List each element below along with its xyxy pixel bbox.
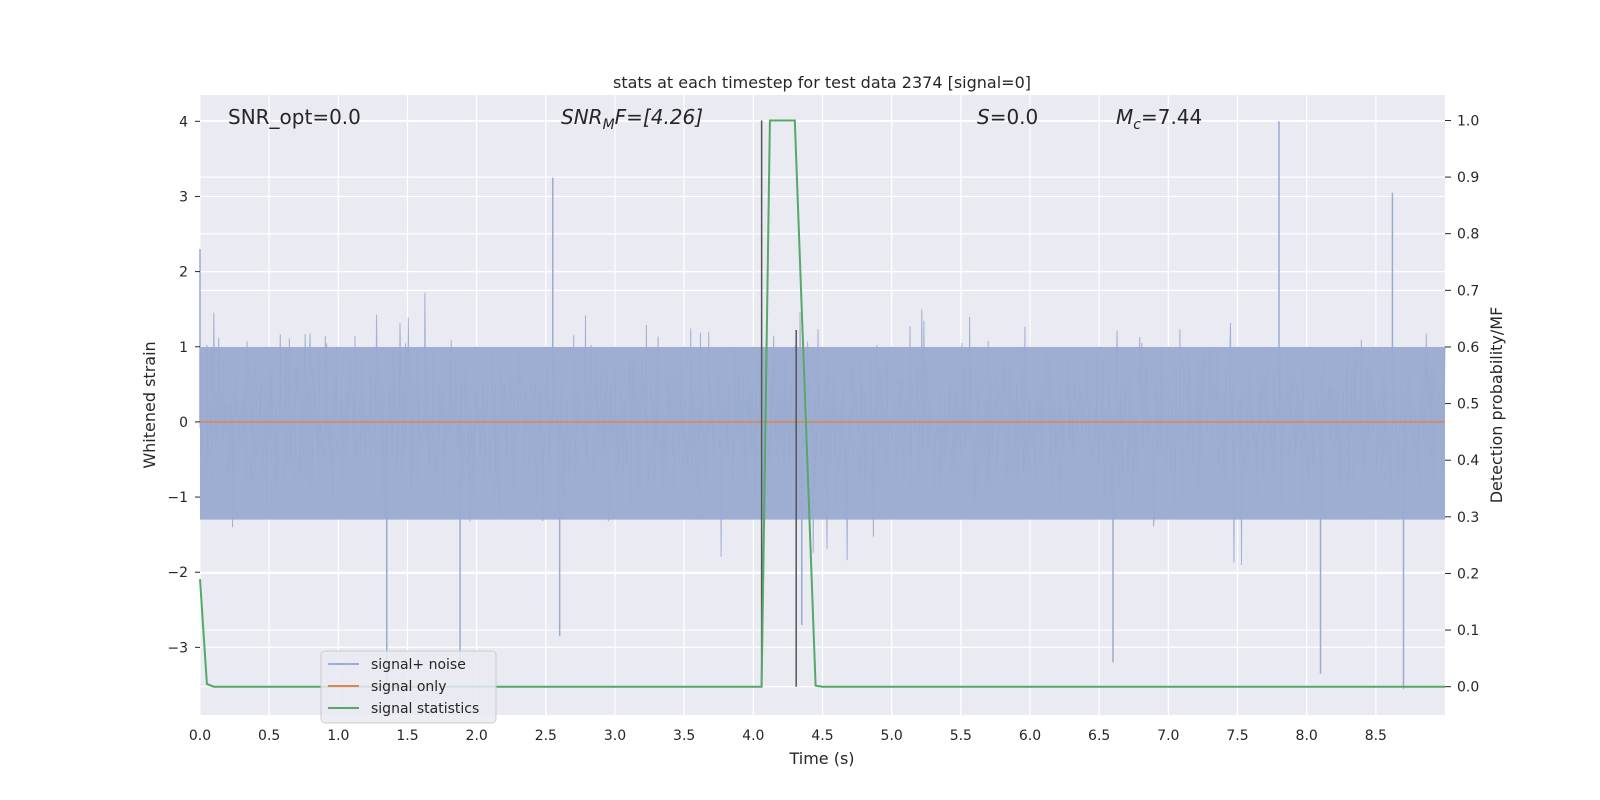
x-tick-label: 2.5 bbox=[535, 728, 557, 744]
y2-tick-label: 0.8 bbox=[1457, 227, 1479, 243]
x-axis-label: Time (s) bbox=[788, 749, 854, 768]
x-tick-label: 1.0 bbox=[327, 728, 349, 744]
legend-label-stat: signal statistics bbox=[371, 701, 479, 717]
x-tick-label: 5.0 bbox=[881, 728, 903, 744]
annotation-mc: Mc=7.44 bbox=[1116, 105, 1202, 133]
annotation-snr-mf-main: SNR bbox=[561, 105, 603, 129]
y-tick-label: −2 bbox=[167, 565, 188, 581]
x-tick-label: 0.5 bbox=[258, 728, 280, 744]
y-tick-label: 0 bbox=[179, 415, 188, 431]
annotation-s-rest: =0.0 bbox=[990, 105, 1039, 129]
y-tick-label: 2 bbox=[179, 265, 188, 281]
y-tick-label: 1 bbox=[179, 340, 188, 356]
series-signal-noise bbox=[199, 121, 1446, 689]
x-tick-label: 6.5 bbox=[1088, 728, 1110, 744]
y2-tick-label: 1.0 bbox=[1457, 113, 1479, 129]
y-tick-label: −3 bbox=[167, 640, 188, 656]
y2-tick-label: 0.2 bbox=[1457, 566, 1479, 582]
x-tick-label: 3.5 bbox=[673, 728, 695, 744]
y2-tick-label: 0.5 bbox=[1457, 397, 1479, 413]
annotation-snr-opt: SNR_opt=0.0 bbox=[228, 105, 361, 129]
x-tick-label: 3.0 bbox=[604, 728, 626, 744]
y-axis-label: Whitened strain bbox=[140, 341, 159, 468]
signal-statistics-line bbox=[199, 119, 1445, 688]
noise-band bbox=[200, 346, 1445, 520]
annotation-snr-mf-sub: M bbox=[603, 117, 615, 133]
annotation-snr-mf: SNRMF=[4.26] bbox=[561, 105, 703, 133]
y-tick-label: −1 bbox=[167, 490, 188, 506]
legend-label-noise: signal+ noise bbox=[371, 657, 466, 673]
x-tick-label: 5.5 bbox=[950, 728, 972, 744]
y2-tick-label: 0.1 bbox=[1457, 623, 1479, 639]
annotation-mc-sub: c bbox=[1133, 117, 1141, 133]
x-tick-label: 7.0 bbox=[1157, 728, 1179, 744]
x-tick-label: 0.0 bbox=[189, 728, 211, 744]
x-tick-label: 2.0 bbox=[466, 728, 488, 744]
legend: signal+ noise signal only signal statist… bbox=[320, 650, 497, 724]
x-tick-label: 8.5 bbox=[1365, 728, 1387, 744]
x-tick-label: 4.0 bbox=[742, 728, 764, 744]
legend-box bbox=[320, 650, 497, 724]
y-tick-label: 3 bbox=[179, 189, 188, 205]
y-tick-label: 4 bbox=[179, 114, 188, 130]
annotation-s: S=0.0 bbox=[977, 105, 1038, 129]
x-tick-label: 8.0 bbox=[1296, 728, 1318, 744]
vertical-markers bbox=[760, 120, 797, 687]
annotation-s-main: S bbox=[977, 105, 990, 129]
series-signal-statistics bbox=[199, 119, 1445, 688]
y2-tick-label: 0.9 bbox=[1457, 170, 1479, 186]
legend-label-signal: signal only bbox=[371, 679, 446, 695]
annotation-mc-rest: =7.44 bbox=[1141, 105, 1202, 129]
annotation-mc-main: M bbox=[1116, 105, 1133, 129]
y2-tick-label: 0.7 bbox=[1457, 283, 1479, 299]
x-tick-label: 4.5 bbox=[811, 728, 833, 744]
y-axis-left: −3 −2 −1 0 1 2 3 4 bbox=[167, 114, 200, 656]
x-axis: 0.0 0.5 1.0 1.5 2.0 2.5 3.0 3.5 4.0 4.5 5.0 5.5 6.0 6… bbox=[189, 728, 1387, 744]
y2-tick-label: 0.0 bbox=[1457, 680, 1479, 696]
y2-tick-label: 0.6 bbox=[1457, 340, 1479, 356]
x-tick-label: 7.5 bbox=[1226, 728, 1248, 744]
y-axis-right: 0.0 0.1 0.2 0.3 0.4 0.5 0.6 0.7 0.8 0.9 1.0 bbox=[1445, 113, 1479, 696]
x-tick-label: 1.5 bbox=[396, 728, 418, 744]
y2-tick-label: 0.3 bbox=[1457, 510, 1479, 526]
chart-title: stats at each timestep for test data 237… bbox=[613, 73, 1031, 92]
annotation-snr-mf-rest: F=[4.26] bbox=[615, 105, 703, 129]
x-tick-label: 6.0 bbox=[1019, 728, 1041, 744]
y2-tick-label: 0.4 bbox=[1457, 453, 1479, 469]
y2-axis-label: Detection probability/MF bbox=[1487, 307, 1506, 504]
